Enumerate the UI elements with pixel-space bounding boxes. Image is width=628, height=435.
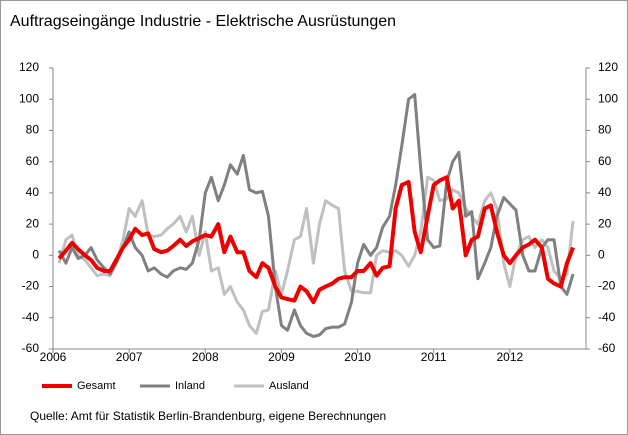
y-tick-label: 20 xyxy=(26,216,40,230)
y2-tick-label: 120 xyxy=(598,60,618,74)
y2-tick-label: -20 xyxy=(598,279,616,293)
y2-tick-label: 20 xyxy=(598,216,612,230)
x-tick-label: 2010 xyxy=(344,350,371,364)
legend-label: Inland xyxy=(175,380,205,392)
x-tick-label: 2007 xyxy=(116,350,143,364)
x-tick-label: 2008 xyxy=(192,350,219,364)
y-tick-label: -40 xyxy=(22,310,40,324)
x-tick-label: 2009 xyxy=(268,350,295,364)
y-tick-label: 60 xyxy=(26,154,40,168)
y2-tick-label: 80 xyxy=(598,123,612,137)
legend-label: Gesamt xyxy=(77,380,116,392)
y-tick-label: 120 xyxy=(19,60,39,74)
line-series xyxy=(57,175,575,305)
legend-label: Ausland xyxy=(269,380,309,392)
x-tick-label: 2011 xyxy=(421,350,447,364)
y-tick-label: 40 xyxy=(26,185,40,199)
y2-tick-label: 40 xyxy=(598,185,612,199)
chart-title: Auftragseingänge Industrie - Elektrische… xyxy=(10,13,396,30)
y2-tick-label: 60 xyxy=(598,154,612,168)
y-tick-label: 0 xyxy=(32,248,39,262)
y-tick-label: -20 xyxy=(22,279,40,293)
source-note: Quelle: Amt für Statistik Berlin-Branden… xyxy=(30,409,386,423)
y2-tick-label: 100 xyxy=(598,91,618,105)
x-tick-label: 2006 xyxy=(40,350,67,364)
y2-tick-label: -60 xyxy=(598,341,616,355)
y-tick-label: 80 xyxy=(26,123,40,137)
y-tick-label: 100 xyxy=(19,91,39,105)
y2-tick-label: -40 xyxy=(598,310,616,324)
y-tick-label: -60 xyxy=(22,341,40,355)
line-series xyxy=(57,175,575,335)
line-series xyxy=(57,93,575,339)
y2-tick-label: 0 xyxy=(598,248,605,262)
x-tick-label: 2012 xyxy=(497,350,524,364)
